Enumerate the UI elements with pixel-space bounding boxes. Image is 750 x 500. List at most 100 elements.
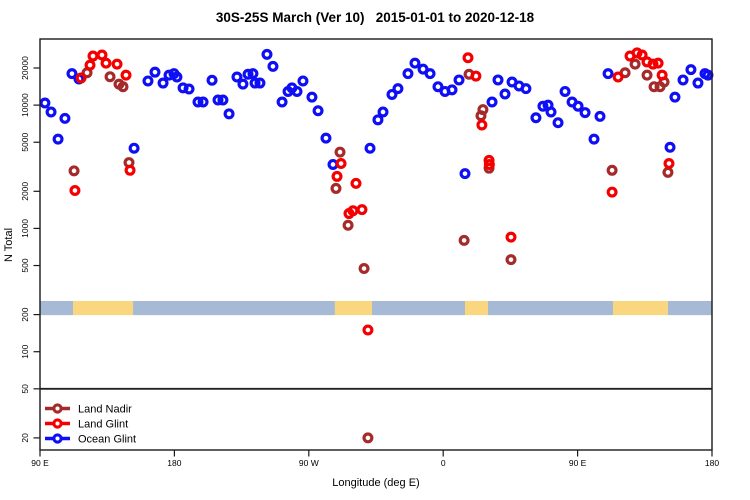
strip-segment-ocean xyxy=(667,300,712,316)
point-ocean-glint xyxy=(377,106,389,118)
point-ocean-glint xyxy=(192,96,204,108)
plot-frame xyxy=(39,38,713,451)
point-land-glint xyxy=(656,69,668,81)
legend-label: Land Nadir xyxy=(78,404,132,416)
point-land-glint xyxy=(606,186,618,198)
point-land-glint xyxy=(476,119,488,131)
point-ocean-glint xyxy=(492,74,504,86)
strip-segment-ocean xyxy=(371,300,466,316)
legend-label: Ocean Glint xyxy=(78,434,136,446)
x-tick-label: 0 xyxy=(441,458,446,468)
point-ocean-glint xyxy=(364,142,376,154)
point-ocean-glint xyxy=(677,74,689,86)
point-land-glint xyxy=(356,204,368,216)
point-ocean-glint xyxy=(157,77,169,89)
point-ocean-glint xyxy=(545,106,557,118)
point-land-glint xyxy=(96,49,108,61)
point-ocean-glint xyxy=(142,75,154,87)
point-land-glint xyxy=(483,158,495,170)
y-tick-label: 200 xyxy=(20,307,30,321)
point-ocean-glint xyxy=(66,68,78,80)
x-tick-label: 90 E xyxy=(569,458,587,468)
point-ocean-glint xyxy=(453,74,465,86)
point-land-glint xyxy=(470,70,482,82)
legend-item-land-glint: Land Glint xyxy=(45,418,128,431)
data-points xyxy=(39,47,714,444)
point-ocean-glint xyxy=(537,100,549,112)
point-land-nadir xyxy=(641,69,653,81)
point-ocean-glint xyxy=(247,68,259,80)
point-land-glint xyxy=(652,57,664,69)
point-land-glint xyxy=(612,71,624,83)
point-ocean-glint xyxy=(276,96,288,108)
point-ocean-glint xyxy=(692,77,704,89)
x-axis-title: Longitude (deg E) xyxy=(332,477,419,489)
point-land-nadir xyxy=(362,432,374,444)
y-axis-title: N Total xyxy=(3,228,15,262)
point-ocean-glint xyxy=(197,96,209,108)
point-land-nadir xyxy=(606,164,618,176)
strip-segment-ocean xyxy=(40,300,74,316)
point-ocean-glint xyxy=(183,83,195,95)
point-ocean-glint xyxy=(579,107,591,119)
point-land-nadir xyxy=(458,234,470,246)
legend-item-land-nadir: Land Nadir xyxy=(45,403,132,416)
point-land-glint xyxy=(505,231,517,243)
point-land-nadir xyxy=(648,81,660,93)
point-land-nadir xyxy=(342,219,354,231)
point-ocean-glint xyxy=(669,91,681,103)
y-tick-label: 20 xyxy=(20,433,30,443)
point-ocean-glint xyxy=(386,88,398,100)
point-ocean-glint xyxy=(128,142,140,154)
point-land-nadir xyxy=(104,71,116,83)
point-land-nadir xyxy=(662,166,674,178)
y-tick-label: 5000 xyxy=(20,133,30,152)
point-ocean-glint xyxy=(237,78,249,90)
strip-segment-ocean xyxy=(133,300,335,316)
point-ocean-glint xyxy=(320,132,332,144)
point-ocean-glint xyxy=(392,83,404,95)
strip-segment-land xyxy=(73,300,134,316)
y-tick-label: 2000 xyxy=(20,182,30,201)
point-ocean-glint xyxy=(39,97,51,109)
point-ocean-glint xyxy=(372,114,384,126)
point-land-glint xyxy=(120,69,132,81)
point-ocean-glint xyxy=(685,64,697,76)
point-ocean-glint xyxy=(45,106,57,118)
point-land-glint xyxy=(124,164,136,176)
point-ocean-glint xyxy=(59,112,71,124)
point-ocean-glint xyxy=(530,112,542,124)
y-tick-label: 10000 xyxy=(20,93,30,117)
point-land-glint xyxy=(100,57,112,69)
point-ocean-glint xyxy=(664,141,676,153)
point-land-nadir xyxy=(68,165,80,177)
x-tick-label: 90 E xyxy=(31,458,49,468)
point-land-nadir xyxy=(475,110,487,122)
point-ocean-glint xyxy=(559,85,571,97)
point-ocean-glint xyxy=(409,57,421,69)
point-land-glint xyxy=(663,158,675,170)
point-ocean-glint xyxy=(297,75,309,87)
point-ocean-glint xyxy=(254,77,266,89)
point-ocean-glint xyxy=(446,84,458,96)
y-tick-label: 100 xyxy=(20,344,30,358)
point-ocean-glint xyxy=(242,68,254,80)
point-ocean-glint xyxy=(402,68,414,80)
point-ocean-glint xyxy=(261,48,273,60)
point-ocean-glint xyxy=(486,96,498,108)
chart-title: 30S-25S March (Ver 10) 2015-01-01 to 202… xyxy=(216,10,535,25)
legend: Land Nadir Land Glint Ocean Glint xyxy=(45,403,136,446)
land-ocean-strip xyxy=(40,300,712,316)
point-ocean-glint xyxy=(206,74,218,86)
point-ocean-glint xyxy=(52,133,64,145)
point-land-nadir xyxy=(505,254,517,266)
point-ocean-glint xyxy=(312,105,324,117)
point-land-glint xyxy=(111,58,123,70)
land-nadir-circle-icon xyxy=(52,403,63,414)
point-ocean-glint xyxy=(231,71,243,83)
y-axis-ticks: 20 50 100 200 500 1000 2000 5000 10000 20000 xyxy=(20,56,40,443)
point-ocean-glint xyxy=(249,77,261,89)
point-ocean-glint xyxy=(306,91,318,103)
